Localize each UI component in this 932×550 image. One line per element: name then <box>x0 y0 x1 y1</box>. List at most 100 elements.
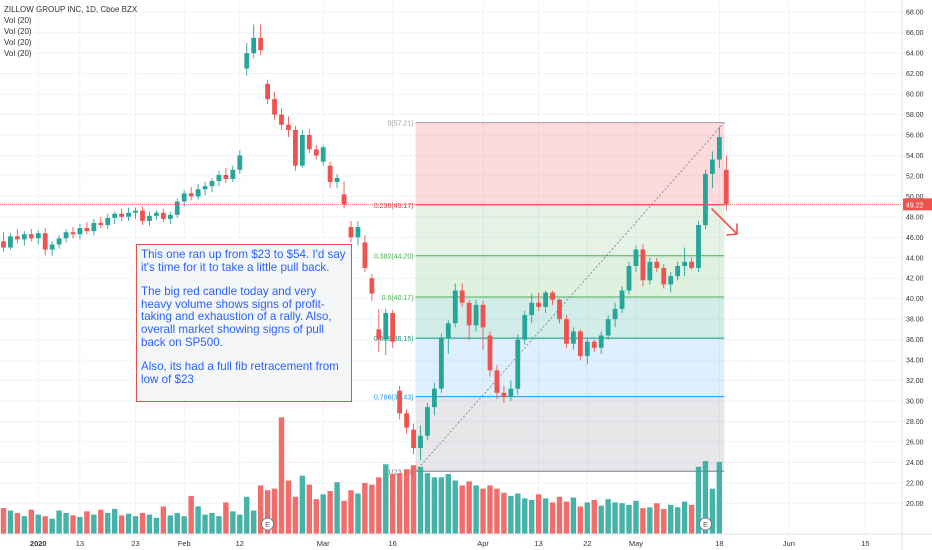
candle-body <box>550 292 555 300</box>
volume-bar <box>167 515 173 534</box>
candle-body <box>452 290 458 324</box>
candle-body <box>91 222 97 232</box>
candle-body <box>710 159 715 174</box>
candle-body <box>147 215 152 221</box>
volume-bar <box>390 474 396 534</box>
volume-bars <box>0 417 723 534</box>
candle-body <box>529 302 535 316</box>
volume-bar <box>410 465 417 534</box>
volume-indicator-label[interactable]: Vol (20) <box>4 16 32 25</box>
candle-body <box>369 278 375 294</box>
volume-bar <box>556 496 563 534</box>
candle-body <box>181 193 187 202</box>
fib-trend-line <box>415 122 725 472</box>
symbol-title[interactable]: ZILLOW GROUP INC, 1D, Cboe BZX <box>4 5 138 14</box>
candle-body <box>661 268 667 285</box>
time-tick-label: Feb <box>178 539 191 548</box>
fib-zone <box>415 204 725 256</box>
volume-bar <box>251 510 257 534</box>
fib-retracement[interactable]: 0(57.21) 0.236(49.17) 0.382(44.20) 0.5(40.1… <box>374 121 725 477</box>
candle-body <box>612 308 618 320</box>
volume-bar <box>313 499 319 534</box>
volume-bar <box>612 502 618 534</box>
candle-body <box>28 234 34 239</box>
volume-bar <box>237 514 243 534</box>
candle-body <box>42 233 48 250</box>
candle-body <box>84 228 90 232</box>
candle-body <box>522 315 528 340</box>
candle-body <box>696 225 701 268</box>
volume-bar <box>174 512 180 534</box>
volume-bar <box>49 518 55 534</box>
candle-body <box>571 331 576 344</box>
price-tick-label: 50.00 <box>906 194 924 201</box>
candle-body <box>487 335 493 371</box>
time-axis[interactable]: 2020 13 23 Feb 12 Mar 16 Apr 13 22 May 18 Jun 15 <box>0 533 932 548</box>
volume-bar <box>195 506 201 534</box>
volume-bar <box>688 504 695 534</box>
price-tick-label: 46.00 <box>906 235 924 242</box>
volume-indicator-label[interactable]: Vol (20) <box>4 38 32 47</box>
volume-bar <box>98 509 104 534</box>
candle-body <box>584 341 590 356</box>
time-tick-label: 22 <box>583 539 591 548</box>
volume-bar <box>529 499 535 534</box>
price-tick-label: 48.00 <box>906 214 924 221</box>
candle-body <box>515 339 521 389</box>
volume-bar <box>223 502 229 534</box>
candle-body <box>438 337 444 389</box>
volume-bar <box>35 514 41 534</box>
candlestick-series <box>1 24 729 461</box>
volume-bar <box>271 488 278 534</box>
volume-bar <box>417 466 424 534</box>
candle-body <box>473 304 479 326</box>
volume-bar <box>466 481 472 534</box>
volume-bar <box>501 492 507 534</box>
price-tick-label: 52.00 <box>906 173 924 180</box>
price-tick-label: 40.00 <box>906 296 924 303</box>
candle-body <box>272 99 277 115</box>
candle-body <box>362 242 368 268</box>
volume-bar <box>487 485 493 534</box>
candle-body <box>591 341 597 348</box>
candle-body <box>174 201 180 215</box>
volume-bar <box>63 512 69 534</box>
candle-body <box>140 210 145 221</box>
candle-body <box>654 261 660 268</box>
candle-body <box>251 37 257 54</box>
price-tick-label: 22.00 <box>906 480 924 487</box>
volume-bar <box>118 515 125 534</box>
candle-body <box>126 212 131 217</box>
volume-bar <box>654 503 660 534</box>
volume-indicator-label[interactable]: Vol (20) <box>4 27 32 36</box>
time-tick-label: 16 <box>389 539 397 548</box>
candle-body <box>188 193 194 197</box>
note-paragraph: Also, its had a full fib retracement fro… <box>141 360 339 386</box>
candle-body <box>445 323 451 338</box>
price-tick-label: 36.00 <box>906 337 924 344</box>
volume-bar <box>77 516 83 534</box>
volume-bar <box>591 499 597 534</box>
candle-body <box>355 227 361 238</box>
candle-body <box>223 174 229 179</box>
candle-body <box>675 265 681 277</box>
candle-body <box>432 388 437 408</box>
time-tick-label: May <box>629 539 643 548</box>
candle-body <box>682 261 687 266</box>
price-axis[interactable]: 20.00 22.00 24.00 26.00 28.00 30.00 32.00 34.00… <box>901 0 932 550</box>
annotation-note[interactable]: This one ran up from $23 to $54. I'd say… <box>136 244 352 402</box>
candle-body <box>334 177 340 183</box>
time-tick-label: 23 <box>131 539 139 548</box>
volume-bar <box>709 488 716 534</box>
volume-bar <box>640 508 646 534</box>
time-tick-label: Jun <box>783 539 795 548</box>
candle-body <box>459 290 465 303</box>
candle-body <box>640 249 646 281</box>
volume-bar <box>146 514 153 534</box>
volume-indicator-label[interactable]: Vol (20) <box>4 49 32 58</box>
candle-body <box>49 244 55 250</box>
candle-body <box>425 407 430 436</box>
chart-legend: ZILLOW GROUP INC, 1D, Cboe BZX Vol (20) … <box>4 4 137 59</box>
